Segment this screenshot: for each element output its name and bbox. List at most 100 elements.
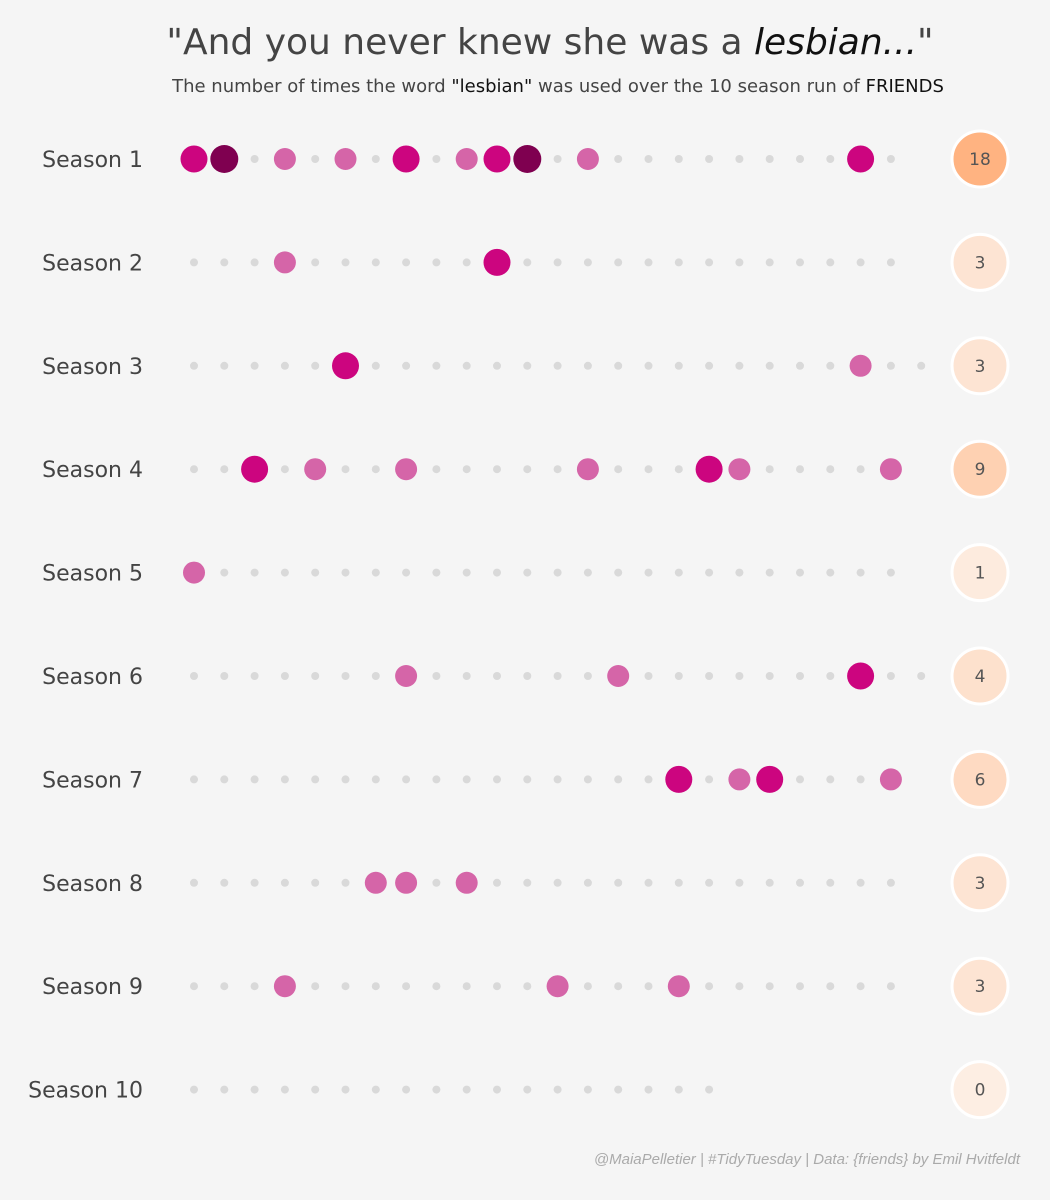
season-total-label: 3: [975, 357, 986, 377]
episode-empty-dot: [614, 155, 623, 163]
episode-empty-dot: [250, 361, 259, 370]
episode-empty-dot: [674, 1085, 683, 1094]
episode-empty-dot: [341, 568, 350, 577]
episode-empty-dot: [311, 361, 320, 370]
season-total-label: 3: [975, 977, 986, 997]
episode-empty-dot: [674, 672, 683, 680]
season-total-circle: [950, 129, 1010, 189]
episode-mention-dot: [483, 248, 511, 276]
episode-empty-dot: [826, 361, 835, 370]
episode-empty-dot: [311, 775, 320, 784]
episode-empty-dot: [220, 568, 229, 577]
episode-empty-dot: [644, 155, 653, 163]
episode-empty-dot: [705, 672, 714, 680]
episode-empty-dot: [886, 568, 895, 577]
subtitle-word: "lesbian": [451, 76, 533, 97]
episode-mention-dot: [304, 458, 327, 481]
episode-empty-dot: [462, 258, 471, 267]
episode-empty-dot: [250, 1085, 259, 1094]
episode-mention-dot: [364, 871, 387, 894]
episode-empty-dot: [886, 982, 895, 991]
episode-empty-dot: [250, 258, 259, 267]
episode-empty-dot: [311, 258, 320, 267]
episode-empty-dot: [280, 672, 289, 680]
season-row: Season 2 3: [42, 232, 1010, 292]
episode-empty-dot: [311, 568, 320, 577]
episode-empty-dot: [371, 155, 380, 163]
episode-empty-dot: [493, 465, 501, 474]
episode-empty-dot: [220, 1085, 229, 1094]
season-label: Season 10: [28, 1079, 143, 1104]
season-total-circle: [950, 543, 1010, 603]
episode-empty-dot: [553, 878, 562, 887]
episode-empty-dot: [796, 878, 804, 887]
episode-empty-dot: [583, 258, 592, 267]
episode-empty-dot: [462, 361, 471, 370]
episode-empty-dot: [644, 568, 653, 577]
episode-empty-dot: [493, 672, 501, 680]
episode-empty-dot: [432, 878, 441, 887]
episode-mention-dot: [879, 768, 902, 791]
episode-empty-dot: [614, 775, 623, 784]
episode-empty-dot: [765, 361, 774, 370]
season-label: Season 9: [42, 975, 143, 1000]
episode-mention-dot: [273, 148, 296, 170]
episode-empty-dot: [796, 465, 804, 474]
episode-empty-dot: [220, 878, 229, 887]
season-total-circle: [950, 749, 1010, 809]
episode-empty-dot: [796, 775, 804, 784]
season-label: Season 8: [42, 872, 143, 897]
season-label: Season 6: [42, 665, 143, 690]
season-row: Season 5 1: [42, 543, 1010, 603]
episode-empty-dot: [432, 982, 441, 991]
episode-mention-dot: [395, 871, 418, 894]
episode-empty-dot: [583, 672, 592, 680]
season-label: Season 7: [42, 768, 143, 793]
season-total-label: 4: [975, 667, 986, 687]
episode-mention-dot: [728, 458, 751, 481]
episode-empty-dot: [432, 672, 441, 680]
episode-empty-dot: [523, 878, 532, 887]
episode-empty-dot: [705, 568, 714, 577]
episode-empty-dot: [856, 258, 865, 267]
episode-empty-dot: [735, 155, 744, 163]
episode-empty-dot: [644, 672, 653, 680]
episode-empty-dot: [190, 672, 198, 680]
episode-empty-dot: [280, 775, 289, 784]
episode-mention-dot: [483, 145, 511, 173]
episode-empty-dot: [796, 155, 804, 163]
episode-empty-dot: [826, 672, 835, 680]
episode-empty-dot: [341, 672, 350, 680]
episode-mention-dot: [273, 251, 296, 274]
season-row: Season 10 0: [28, 1060, 1010, 1120]
episode-empty-dot: [250, 568, 259, 577]
episode-empty-dot: [341, 465, 350, 474]
episode-empty-dot: [886, 672, 895, 680]
episode-empty-dot: [553, 775, 562, 784]
episode-mention-dot: [241, 455, 269, 483]
season-total-label: 18: [969, 150, 991, 170]
episode-empty-dot: [826, 155, 835, 163]
episode-empty-dot: [705, 361, 714, 370]
episode-mention-dot: [665, 765, 693, 793]
episode-mention-dot: [576, 148, 599, 170]
episode-empty-dot: [705, 982, 714, 991]
episode-mention-dot: [513, 145, 542, 173]
episode-empty-dot: [190, 775, 198, 784]
episode-empty-dot: [553, 465, 562, 474]
episode-empty-dot: [402, 568, 411, 577]
episode-mention-dot: [455, 148, 478, 170]
episode-empty-dot: [432, 568, 441, 577]
episode-mention-dot: [455, 871, 478, 894]
episode-empty-dot: [674, 878, 683, 887]
episode-empty-dot: [583, 982, 592, 991]
episode-empty-dot: [462, 1085, 471, 1094]
episode-empty-dot: [523, 568, 532, 577]
episode-empty-dot: [826, 775, 835, 784]
episode-empty-dot: [311, 982, 320, 991]
episode-empty-dot: [765, 258, 774, 267]
episode-empty-dot: [432, 258, 441, 267]
title-open: "And you never knew she was a: [166, 22, 755, 63]
episode-empty-dot: [493, 568, 501, 577]
